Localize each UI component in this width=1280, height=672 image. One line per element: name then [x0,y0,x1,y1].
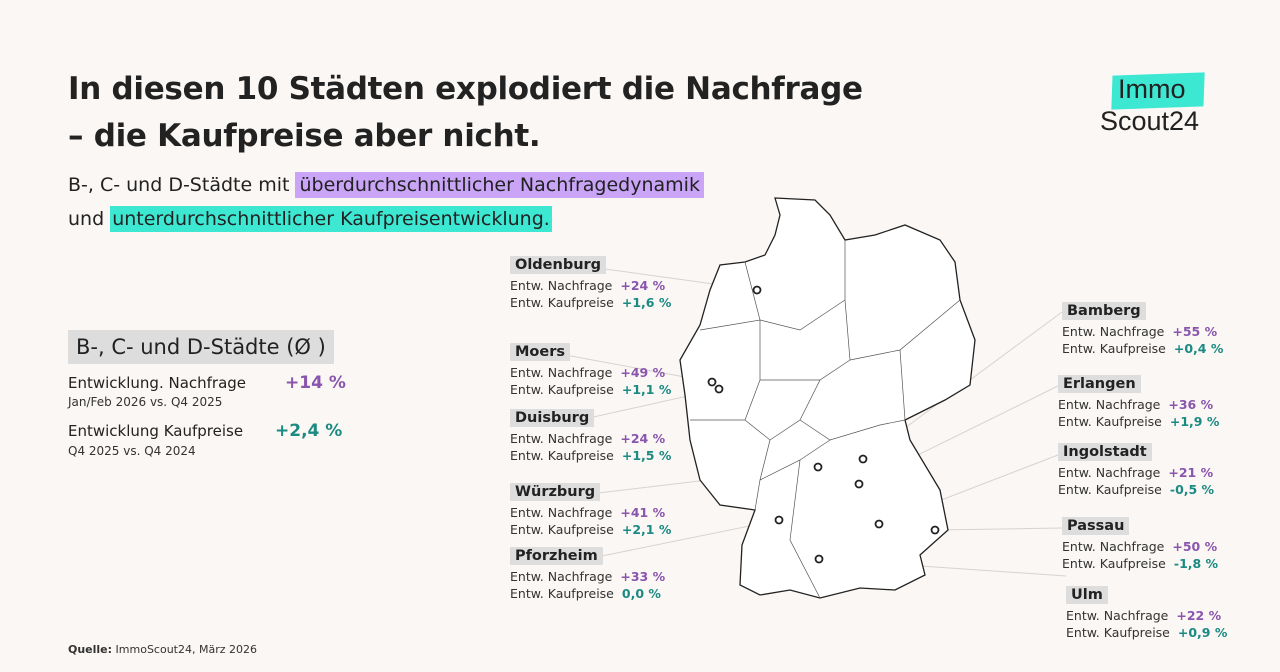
city-name: Duisburg [510,409,595,427]
price-value: +1,9 % [1169,414,1220,429]
city-marker[interactable] [707,377,717,387]
city-label: Pforzheim Entw. Nachfrage +33 % Entw. Kau… [510,547,666,601]
city-label: Ulm Entw. Nachfrage +22 % Entw. Kaufpreis… [1066,586,1228,640]
average-title: B-, C- und D-Städte (Ø ) [68,330,334,364]
price-value: +1,5 % [621,448,672,463]
price-value: +1,1 % [621,382,672,397]
demand-value: +21 % [1168,465,1214,480]
price-value: -0,5 % [1169,482,1215,497]
city-name: Ulm [1066,586,1108,604]
price-value: +0,9 % [1177,625,1228,640]
city-marker[interactable] [874,519,884,529]
demand-value: +24 % [620,278,666,293]
price-value: -1,8 % [1173,556,1219,571]
demand-value: +33 % [620,569,666,584]
price-period: Q4 2025 vs. Q4 2024 [68,444,196,458]
city-marker[interactable] [774,515,784,525]
immoscout24-logo: Immo Scout24 [1100,72,1215,142]
germany-outline [679,197,976,599]
city-label: Erlangen Entw. Nachfrage +36 % Entw. Kauf… [1058,375,1220,429]
leader-line [934,527,1063,531]
city-name: Passau [1062,517,1130,535]
source: Quelle: ImmoScout24, März 2026 [68,643,258,656]
price-value: +2,4 % [275,421,343,441]
city-marker[interactable] [930,525,940,535]
subtitle: B-, C- und D-Städte mit überdurchschnitt… [68,168,704,236]
price-value: 0,0 % [621,586,661,601]
city-label: Oldenburg Entw. Nachfrage +24 % Entw. Kau… [510,256,672,310]
city-name: Pforzheim [510,547,603,565]
city-name: Oldenburg [510,256,607,274]
city-marker[interactable] [858,454,868,464]
city-label: Ingolstadt Entw. Nachfrage +21 % Entw. Ka… [1058,443,1215,497]
highlight-demand: überdurchschnittlicher Nachfragedynamik [295,172,704,198]
city-marker[interactable] [813,462,823,472]
city-marker[interactable] [814,554,824,564]
city-label: Duisburg Entw. Nachfrage +24 % Entw. Kauf… [510,409,672,463]
city-name: Moers [510,343,571,361]
demand-value: +36 % [1168,397,1214,412]
city-name: Erlangen [1058,375,1141,393]
city-marker[interactable] [854,479,864,489]
demand-value: +22 % [1176,608,1222,623]
highlight-price: unterdurchschnittlicher Kaufpreisentwick… [110,206,552,232]
demand-value: +55 % [1172,324,1218,339]
price-value: +0,4 % [1173,341,1224,356]
price-value: +1,6 % [621,295,672,310]
demand-value: +50 % [1172,539,1218,554]
city-name: Bamberg [1062,302,1146,320]
demand-value: +14 % [285,373,346,393]
demand-value: +49 % [620,365,666,380]
leader-line [591,519,780,559]
demand-value: +24 % [620,431,666,446]
price-value: +2,1 % [621,522,672,537]
city-marker[interactable] [752,285,762,295]
city-label: Moers Entw. Nachfrage +49 % Entw. Kaufpre… [510,343,672,397]
city-label: Passau Entw. Nachfrage +50 % Entw. Kaufpr… [1062,517,1219,571]
city-marker[interactable] [714,384,724,394]
price-label: Entwicklung Kaufpreise [68,422,244,440]
demand-label: Entwicklung. Nachfrage [68,374,247,392]
demand-period: Jan/Feb 2026 vs. Q4 2025 [68,395,223,409]
page-title: In diesen 10 Städten explodiert die Nach… [68,71,863,154]
city-name: Würzburg [510,483,601,501]
state-borders [690,240,961,599]
city-label: Würzburg Entw. Nachfrage +41 % Entw. Kauf… [510,483,672,537]
city-name: Ingolstadt [1058,443,1152,461]
demand-value: +41 % [620,505,666,520]
city-label: Bamberg Entw. Nachfrage +55 % Entw. Kaufp… [1062,302,1224,356]
